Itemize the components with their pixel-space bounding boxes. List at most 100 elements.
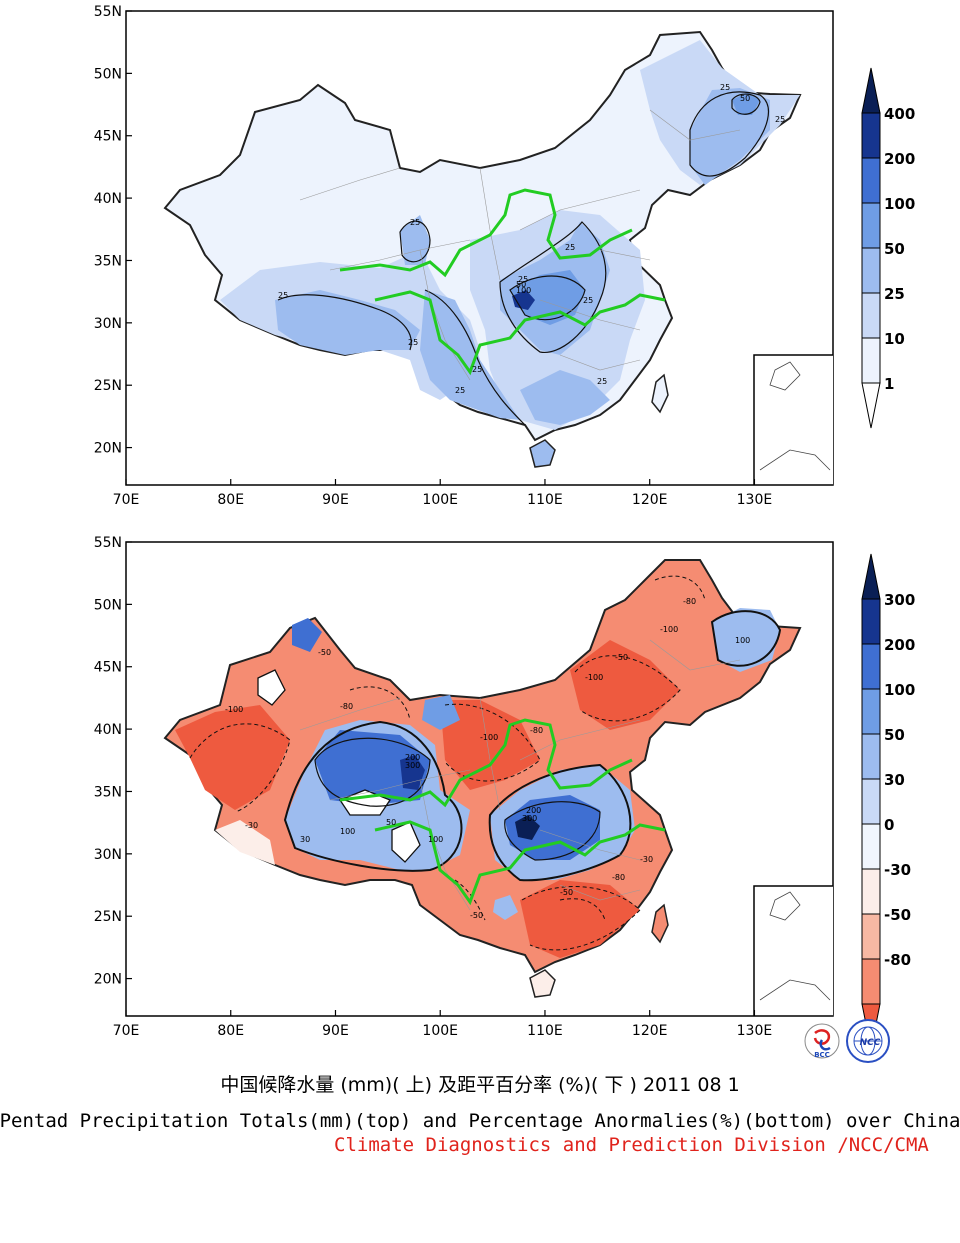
bottom-contour-label: 100 (340, 827, 355, 836)
bottom-anom-pos-west-300 (400, 755, 425, 790)
top_panel-colorbar-label: 50 (884, 240, 905, 258)
bottom_panel-colorbar-label: 0 (884, 816, 894, 834)
bottom-south-china-sea-inset (753, 885, 833, 1016)
bottom-contour-label: -100 (225, 705, 243, 714)
top_panel-colorbar-segment (861, 202, 881, 249)
bottom_panel-lon-label: 70E (113, 1023, 140, 1039)
top_panel-lon-label: 120E (632, 492, 668, 508)
top_panel-colorbar-segment (861, 112, 881, 159)
bottom_panel-colorbar-segment (861, 868, 881, 915)
top_panel-colorbar-segment (861, 292, 881, 339)
bottom-contour-label: 50 (386, 818, 396, 827)
top-precip-100mm (512, 290, 535, 310)
bottom-contour-label: -80 (612, 873, 625, 882)
top_panel-lon-label: 100E (422, 492, 458, 508)
bottom-anom-minus80-w (175, 705, 290, 810)
chinese-title: 中国候降水量 (mm)( 上) 及距平百分率 (%)( 下 ) 2011 08 … (220, 1074, 740, 1096)
top-colorbar: 400 200 100 50 25 10 1 (861, 67, 915, 429)
bottom-anom-zero-3 (257, 669, 286, 706)
bottom_panel-lat-label: 50N (94, 597, 122, 613)
bottom_panel-colorbar-segment (861, 733, 881, 780)
bottom-contour-label: -30 (245, 821, 258, 830)
top-contour-label: 25 (775, 115, 785, 124)
bottom_panel-colorbar-label: 30 (884, 771, 905, 789)
bottom_panel-lat-label: 30N (94, 847, 122, 863)
bottom-hainan-island (529, 969, 556, 998)
bottom_panel-colorbar-label: 300 (884, 591, 915, 609)
top-contour-label: 25 (565, 243, 575, 252)
bottom-contour-label: 100 (735, 636, 750, 645)
bottom-contour-label: -50 (615, 653, 628, 662)
bottom_panel-colorbar-segment (861, 643, 881, 690)
top-contour-label: 25 (408, 338, 418, 347)
bottom_panel-colorbar-segment (861, 598, 881, 645)
top-yellow-river (339, 188, 633, 278)
top-contour-label: 25 (410, 218, 420, 227)
bottom-contour-label: 100 (428, 835, 443, 844)
top-taiwan-island (651, 373, 669, 414)
bottom_panel-colorbar-segment (861, 913, 881, 960)
top-precip-50mm (510, 270, 585, 325)
top-contour-label: 25 (518, 275, 528, 284)
top-map-panel: 25 25 25 50 100 25 25 25 25 25 25 25 50 … (94, 4, 916, 508)
bottom-contour-label: -50 (470, 911, 483, 920)
bottom_panel-colorbar-label: 100 (884, 681, 915, 699)
bottom_panel-lat-label: 45N (94, 660, 122, 676)
top_panel-lon-label: 110E (527, 492, 563, 508)
top_panel-lon-label: 90E (322, 492, 349, 508)
bottom-anom-pos-sw (493, 895, 518, 920)
top-precip-25mm (275, 290, 420, 355)
top-contour-label: 100 (516, 286, 531, 295)
top-province-borders (299, 109, 741, 381)
bottom-contour-label: -50 (560, 888, 573, 897)
top_panel-lat-label: 50N (94, 66, 122, 82)
bottom-map-axes: 55N 50N 45N 40N 35N 30N 25N 20N 70E 80E 90E 100E 110… (94, 535, 773, 1039)
bottom_panel-lat-label: 20N (94, 972, 122, 988)
top_panel-colorbar-segment (861, 157, 881, 204)
bottom-yangtze-river (374, 820, 666, 906)
bottom_panel-lat-label: 25N (94, 909, 122, 925)
bottom_panel-lon-label: 130E (737, 1023, 773, 1039)
bottom_panel-colorbar-segment (861, 688, 881, 735)
bottom_panel-lon-label: 100E (422, 1023, 458, 1039)
top-contour-label: 25 (472, 365, 482, 374)
top_panel-colorbar-label: 25 (884, 285, 905, 303)
bottom-anom-pos-west-100 (315, 730, 430, 805)
top-precip-25mm-w (400, 215, 430, 265)
bottom-anom-pos-ne (712, 608, 780, 672)
bottom-anom-pos-nw (292, 618, 322, 652)
top_panel-lat-label: 45N (94, 129, 122, 145)
bottom_panel-lon-label: 110E (527, 1023, 563, 1039)
bottom-contour-label: -80 (683, 597, 696, 606)
bottom-anom-pos-central-100 (505, 795, 600, 860)
bottom_panel-lon-label: 80E (217, 1023, 244, 1039)
top_panel-lat-label: 35N (94, 253, 122, 269)
bottom_panel-colorbar-label: 200 (884, 636, 915, 654)
top-contour-label: 25 (278, 291, 288, 300)
top-contour-label: 50 (516, 280, 526, 289)
top_panel-colorbar-label: 400 (884, 105, 915, 123)
top_panel-lat-label: 30N (94, 316, 122, 332)
top_panel-colorbar-segment (861, 247, 881, 294)
credit-line: Climate Diagnostics and Prediction Divis… (334, 1134, 929, 1156)
bottom_panel-colorbar-segment (861, 958, 881, 1005)
bottom-contour-labels: -100 -80 -50 -30 100 200 300 100 200 300… (225, 597, 750, 920)
bottom_panel-colorbar-label: -50 (884, 906, 911, 924)
bottom-contour-label: -100 (585, 673, 603, 682)
bottom-anom-minus80-s (520, 880, 640, 958)
top_panel-lon-label: 130E (737, 492, 773, 508)
top_panel-colorbar-segment (861, 337, 881, 384)
top_panel-colorbar-label: 10 (884, 330, 905, 348)
top-precip-25mm-2 (420, 290, 520, 420)
bottom-yellow-river (339, 718, 633, 808)
bottom-contour-label: 30 (300, 835, 310, 844)
bottom_panel-lat-label: 40N (94, 722, 122, 738)
bcc-logo-text: BCC (814, 1051, 830, 1059)
top-contour-label: 25 (583, 296, 593, 305)
bottom_panel-colorbar-label: -30 (884, 861, 911, 879)
bottom_panel-lon-label: 120E (632, 1023, 668, 1039)
bottom-contour-label: 200 (405, 753, 420, 762)
top_panel-colorbar-cap-top (861, 67, 881, 114)
top_panel-lat-label: 25N (94, 378, 122, 394)
